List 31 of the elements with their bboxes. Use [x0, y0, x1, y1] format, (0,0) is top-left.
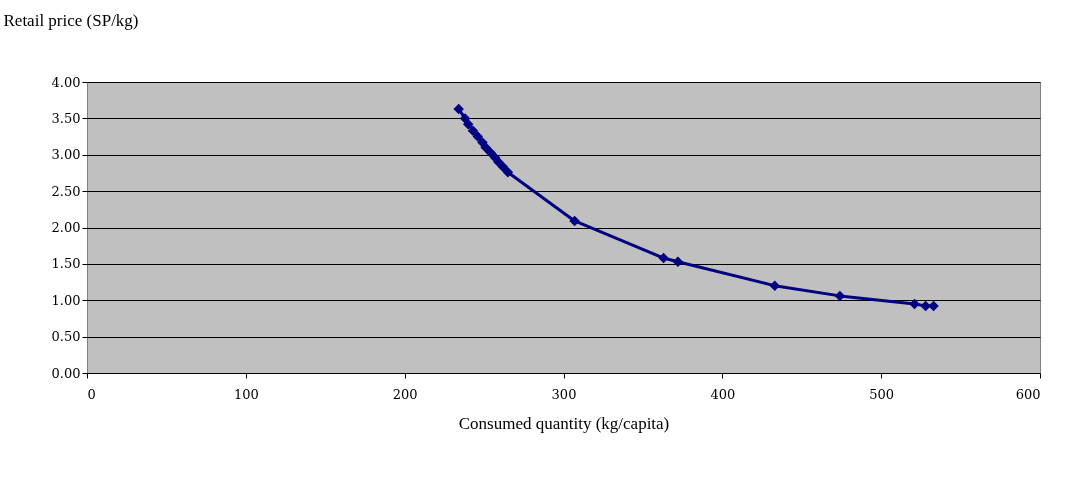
- point: [672, 256, 684, 267]
- x-tick-label: 0: [87, 386, 96, 402]
- point: [480, 142, 491, 153]
- x-tick-label: 400: [710, 386, 736, 402]
- y-tick-label: 0.50: [51, 329, 81, 345]
- y-tick-label: 1.50: [51, 256, 81, 272]
- point: [467, 125, 479, 136]
- point: [769, 280, 780, 291]
- y-tick-label: 4.00: [51, 74, 81, 90]
- x-tick-label: 600: [1015, 386, 1041, 402]
- y-tick-label: 2.50: [51, 183, 81, 199]
- point: [569, 215, 580, 227]
- point: [453, 103, 464, 115]
- point: [462, 118, 474, 130]
- y-axis-title: Retail price (SP/kg): [3, 10, 139, 30]
- point: [928, 300, 939, 312]
- x-tick-label: 500: [869, 386, 895, 402]
- point: [909, 298, 920, 310]
- y-tick-label: 3.50: [51, 110, 81, 126]
- x-tick-label: 100: [233, 386, 259, 402]
- point: [485, 147, 496, 158]
- point: [502, 166, 514, 178]
- y-tick-label: 3.00: [51, 147, 81, 163]
- y-tick-label: 0.00: [51, 365, 81, 381]
- point: [472, 131, 483, 142]
- y-tick-label: 1.00: [51, 292, 81, 308]
- x-axis-title: Consumed quantity (kg/capita): [458, 413, 670, 433]
- x-tick-label: 300: [551, 386, 577, 402]
- y-tick-label: 2.00: [51, 220, 81, 235]
- x-tick-label: 200: [392, 386, 418, 402]
- point: [658, 252, 669, 264]
